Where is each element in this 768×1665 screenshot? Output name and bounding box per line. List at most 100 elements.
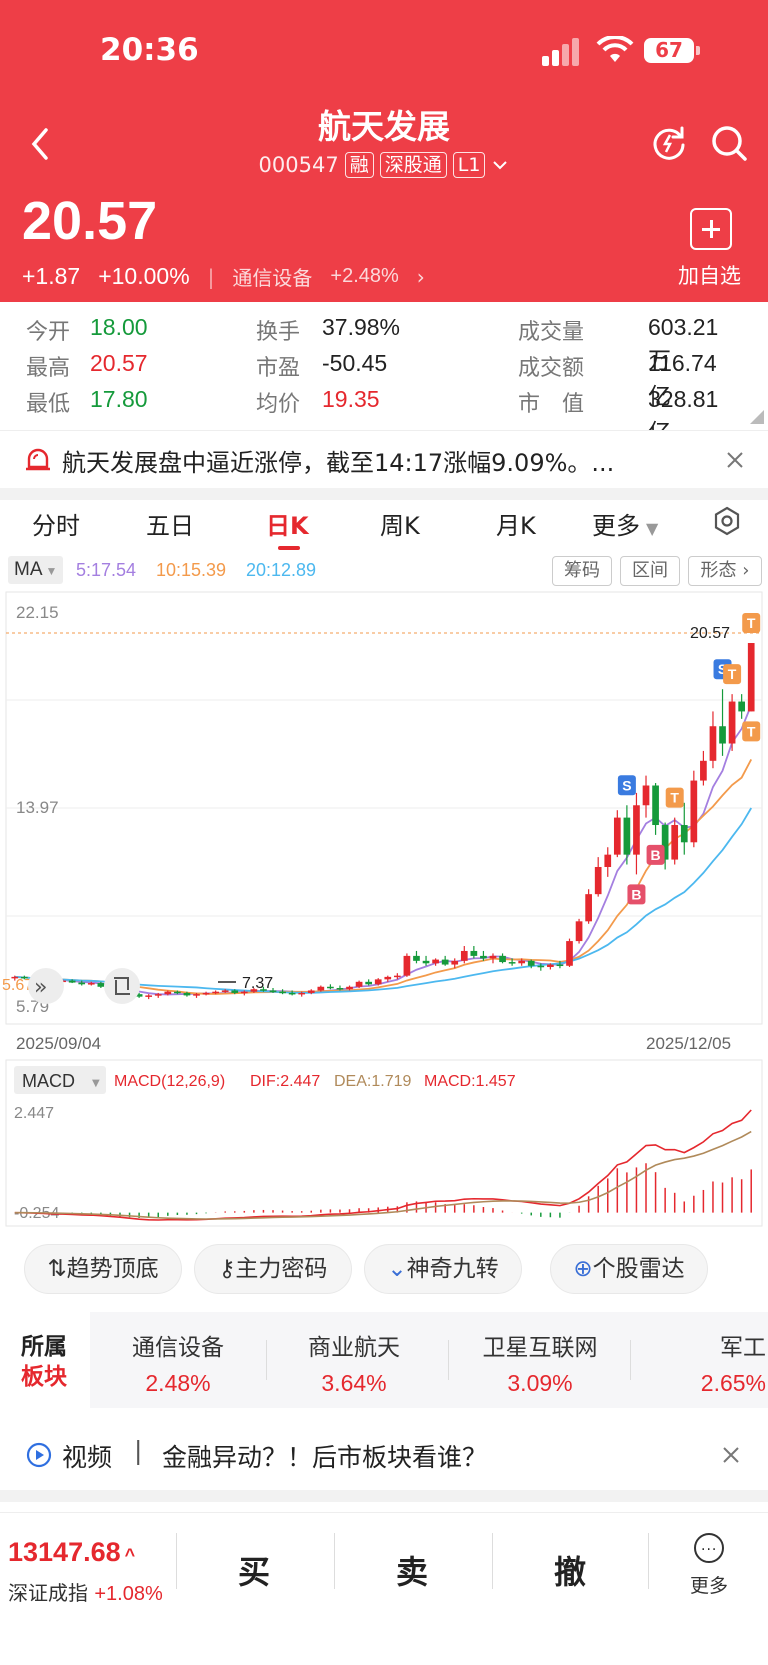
svg-text:T: T bbox=[747, 615, 756, 631]
macd-dif: DIF:2.447 bbox=[250, 1073, 320, 1090]
x-start-label: 2025/09/04 bbox=[16, 1034, 101, 1053]
trend-top-bottom-button[interactable]: ⇅趋势顶底 bbox=[24, 1244, 182, 1294]
indicator-buttons: ⇅趋势顶底 ⚷主力密码 ⌄神奇九转 ⊕个股雷达 bbox=[0, 1244, 768, 1300]
fullscreen-icon[interactable] bbox=[104, 968, 140, 1004]
chart-tabs: 分时 五日 日K 周K 月K 更多 ▼ bbox=[0, 500, 768, 552]
candle bbox=[508, 958, 516, 966]
low-mark-label: 7.37 bbox=[242, 975, 273, 992]
candle bbox=[700, 750, 707, 786]
tab-more[interactable]: 更多 ▼ bbox=[592, 512, 659, 540]
ma10-value: 10:15.39 bbox=[156, 560, 227, 580]
change-amount: +1.87 bbox=[22, 263, 81, 289]
tab-daily-k[interactable]: 日K bbox=[266, 512, 309, 540]
video-banner[interactable]: 视频 | 金融异动？！后市板块看谁？ bbox=[0, 1424, 768, 1484]
candle bbox=[202, 991, 210, 996]
ma5-line bbox=[14, 704, 753, 996]
svg-text:▼: ▼ bbox=[92, 1078, 100, 1089]
caret-up-icon: ^ bbox=[124, 1545, 136, 1565]
candle bbox=[260, 986, 267, 992]
candle bbox=[537, 963, 545, 971]
stock-subtitle[interactable]: 000547 融 深股通 L1 bbox=[0, 152, 768, 178]
svg-text:T: T bbox=[747, 723, 756, 739]
candle bbox=[269, 987, 277, 993]
video-title[interactable]: 金融异动？！后市板块看谁？ bbox=[162, 1443, 488, 1472]
index-name[interactable]: 深证成指 +1.08% bbox=[8, 1581, 163, 1605]
y-top-label: 22.15 bbox=[16, 603, 59, 622]
candle bbox=[594, 857, 602, 897]
stock-radar-button[interactable]: ⊕个股雷达 bbox=[550, 1244, 708, 1294]
tab-monthly-k[interactable]: 月K bbox=[496, 512, 536, 540]
pattern-button[interactable]: 形态 › bbox=[688, 556, 762, 586]
candle bbox=[451, 958, 459, 969]
back-icon[interactable] bbox=[22, 124, 62, 164]
stock-name: 航天发展 bbox=[318, 107, 450, 146]
caret-down-icon: ▼ bbox=[646, 519, 659, 538]
macd-selector[interactable] bbox=[14, 1066, 106, 1094]
macd-params: MACD(12,26,9) bbox=[114, 1073, 225, 1090]
candle bbox=[652, 783, 659, 835]
close-icon[interactable] bbox=[726, 451, 744, 469]
refresh-icon[interactable] bbox=[648, 122, 690, 164]
status-icons: 67 bbox=[542, 36, 712, 66]
chip-distribution-button[interactable]: 筹码 bbox=[552, 556, 612, 586]
close-icon[interactable] bbox=[722, 1446, 740, 1464]
more-icon[interactable]: ··· bbox=[694, 1533, 724, 1563]
candle bbox=[183, 991, 191, 997]
macd-dea: DEA:1.719 bbox=[334, 1073, 411, 1090]
check-icon: ⌄ bbox=[387, 1256, 407, 1282]
main-force-code-button[interactable]: ⚷主力密码 bbox=[194, 1244, 352, 1294]
signal-badge-t: T bbox=[742, 613, 761, 634]
svg-text:T: T bbox=[728, 666, 737, 682]
candle bbox=[661, 822, 669, 870]
chevron-right-icon: › bbox=[416, 264, 425, 289]
sector-item[interactable]: 军工 2.65% bbox=[700, 1335, 766, 1396]
sector-name[interactable]: 通信设备 bbox=[232, 266, 313, 290]
search-icon[interactable] bbox=[708, 122, 750, 164]
news-ticker[interactable]: 航天发展盘中逼近涨停，截至14:17涨幅9.09%。... bbox=[0, 430, 768, 488]
cancel-order-button[interactable]: 撤 bbox=[554, 1553, 587, 1591]
signal-badge-b: B bbox=[627, 884, 646, 905]
news-text[interactable]: 航天发展盘中逼近涨停，截至14:17涨幅9.09%。... bbox=[62, 449, 615, 477]
expand-chart-icon[interactable] bbox=[28, 968, 64, 1004]
candle bbox=[613, 810, 621, 858]
stock-header: 20:36 67 航天发展 000547 融 深股通 L1 20.57 +1.8… bbox=[0, 0, 768, 302]
sector-item[interactable]: 通信设备 2.48% bbox=[132, 1335, 224, 1396]
candle bbox=[365, 979, 373, 986]
sector-link[interactable]: | bbox=[207, 264, 215, 289]
ma-selector[interactable]: MA ▼ bbox=[8, 556, 64, 584]
buy-button[interactable]: 买 bbox=[238, 1553, 271, 1591]
tab-weekly-k[interactable]: 周K bbox=[380, 512, 420, 540]
svg-text:B: B bbox=[651, 847, 661, 863]
high-mark-label: 20.57 bbox=[690, 625, 730, 642]
candle bbox=[604, 847, 612, 877]
sector-percent[interactable]: +2.48% bbox=[330, 265, 399, 287]
sector-item[interactable]: 商业航天 3.64% bbox=[308, 1335, 400, 1396]
dif-line bbox=[14, 1109, 752, 1221]
status-time: 20:36 bbox=[100, 32, 199, 68]
candle bbox=[747, 643, 755, 712]
current-price: 20.57 bbox=[22, 191, 158, 251]
candle bbox=[642, 775, 650, 818]
tab-intraday[interactable]: 分时 bbox=[32, 512, 80, 540]
sector-item[interactable]: 卫星互联网 3.09% bbox=[482, 1335, 598, 1396]
candle bbox=[145, 994, 153, 1000]
range-button[interactable]: 区间 bbox=[620, 556, 680, 586]
add-watchlist-button[interactable] bbox=[690, 208, 732, 250]
stat-open: 今开 18.00 bbox=[26, 314, 148, 345]
candle bbox=[87, 981, 95, 986]
play-icon bbox=[26, 1442, 52, 1468]
magic-nine-button[interactable]: ⌄神奇九转 bbox=[364, 1244, 522, 1294]
candle bbox=[460, 946, 468, 964]
candle bbox=[432, 958, 439, 966]
candle bbox=[470, 946, 478, 959]
tab-five-day[interactable]: 五日 bbox=[146, 512, 194, 540]
trend-arrows-icon: ⇅ bbox=[47, 1256, 67, 1282]
sell-button[interactable]: 卖 bbox=[396, 1553, 429, 1591]
corner-expand-icon[interactable] bbox=[750, 410, 764, 424]
add-watchlist-label[interactable]: 加自选 bbox=[678, 264, 741, 288]
candle bbox=[480, 950, 487, 961]
more-label[interactable]: 更多 bbox=[690, 1575, 729, 1597]
index-value[interactable]: 13147.68 ^ bbox=[8, 1537, 136, 1567]
settings-icon[interactable] bbox=[712, 506, 742, 536]
